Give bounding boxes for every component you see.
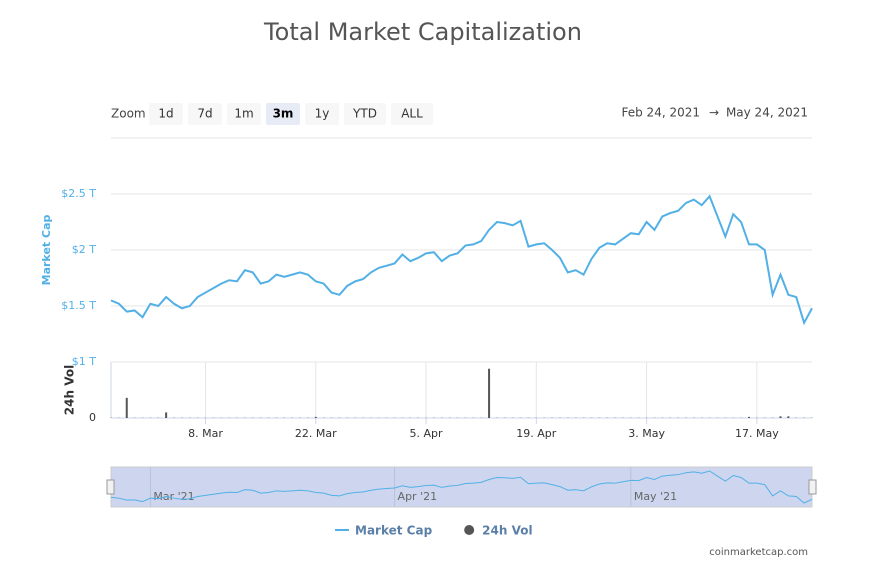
zoom-button-label[interactable]: YTD [352,107,377,121]
y-tick-label: $1 T [72,355,96,368]
y-tick-label: $1.5 T [61,299,96,312]
zoom-button-label[interactable]: 3m [273,107,294,121]
y-tick-label: $2 T [72,243,96,256]
volume-bar [747,416,750,418]
y-tick-label: $2.5 T [61,187,96,200]
zoom-button-label[interactable]: 1m [234,107,253,121]
zoom-button-label[interactable]: 1d [158,107,173,121]
chart-title: Total Market Capitalization [263,18,582,46]
legend-symbol[interactable] [464,525,475,535]
x-tick-label: 22. Mar [295,427,337,440]
market-cap-line [110,194,813,326]
credit: coinmarketcap.com [709,547,808,558]
x-tick-label: 3. May [628,427,665,440]
zoom-button[interactable] [188,103,222,125]
volume-bar [488,368,491,418]
range-arrow: → [709,106,719,120]
zoom-button[interactable] [305,103,339,125]
range-from: Feb 24, 2021 [622,106,701,120]
x-tick-label: 17. May [735,427,779,440]
navigator[interactable] [110,466,813,508]
navigator-handle[interactable] [106,479,115,495]
zoom-button-label[interactable]: 1y [315,107,330,121]
volume-bar [787,416,790,418]
volume-bar [165,412,168,418]
x-tick-label: 19. Apr [516,427,556,440]
volume-bar [779,416,782,418]
navigator-tick-label: May '21 [634,490,677,503]
range-to: May 24, 2021 [726,106,808,120]
zoom-button-label[interactable]: 7d [197,107,212,121]
x-tick-label: 8. Mar [188,427,223,440]
zoom-button[interactable] [149,103,183,125]
zoom-button[interactable] [344,103,386,125]
zoom-button[interactable] [266,103,300,125]
legend-label[interactable]: Market Cap [355,524,433,538]
volume-bar [314,416,317,418]
zoom-button-label[interactable]: ALL [401,107,423,121]
navigator-tick-label: Apr '21 [398,490,438,503]
x-tick-label: 5. Apr [410,427,443,440]
zoom-button[interactable] [391,103,433,125]
legend-label[interactable]: 24h Vol [482,524,532,538]
navigator-handle[interactable] [808,479,817,495]
navigator-tick-label: Mar '21 [153,490,194,503]
zoom-label: Zoom [111,107,146,121]
zoom-button[interactable] [227,103,261,125]
y2-tick-label: 0 [89,411,96,424]
navigator-line [110,470,813,504]
volume-bar [125,397,128,418]
y-axis-title: Market Cap [40,215,53,286]
y2-axis-title: 24h Vol [63,365,77,415]
